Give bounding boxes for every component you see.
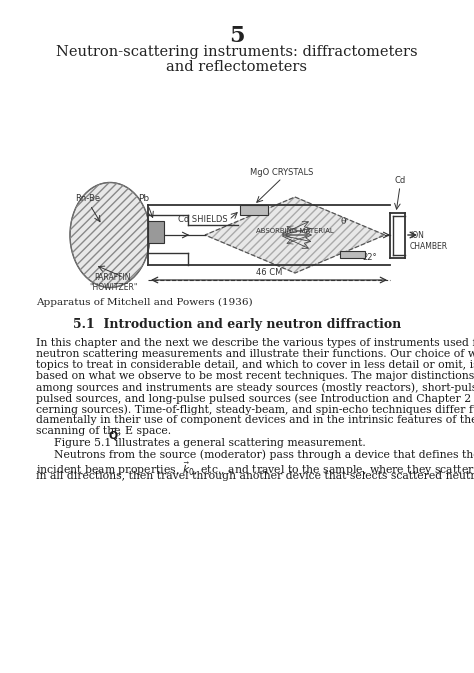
Text: ABSORBING MATERIAL: ABSORBING MATERIAL	[256, 228, 334, 234]
Text: damentally in their use of component devices and in the intrinsic features of th: damentally in their use of component dev…	[36, 415, 474, 425]
Text: based on what we observe to be most recent techniques. The major distinctions: based on what we observe to be most rece…	[36, 371, 474, 381]
Text: 22°: 22°	[363, 252, 377, 262]
Text: $\mathbf{\vec{Q}}$: $\mathbf{\vec{Q}}$	[108, 426, 118, 443]
Text: scanning of the: scanning of the	[36, 426, 124, 436]
Text: PARAFFIN
"HOWITZER": PARAFFIN "HOWITZER"	[89, 273, 137, 292]
Bar	[340, 251, 365, 258]
Ellipse shape	[70, 182, 150, 287]
Text: Rn-Be: Rn-Be	[75, 194, 100, 203]
Text: cerning sources). Time-of-flight, steady-beam, and spin-echo techniques differ f: cerning sources). Time-of-flight, steady…	[36, 404, 474, 415]
Text: Cd SHIELDS: Cd SHIELDS	[178, 215, 228, 225]
Text: among sources and instruments are steady sources (mostly reactors), short-pulse: among sources and instruments are steady…	[36, 382, 474, 392]
Text: 46 CM: 46 CM	[256, 268, 282, 277]
Polygon shape	[205, 197, 385, 273]
Text: Pb: Pb	[138, 194, 150, 203]
Text: neutron scattering measurements and illustrate their functions. Our choice of wh: neutron scattering measurements and illu…	[36, 349, 474, 359]
Bar	[240, 205, 268, 215]
Text: in all directions, then travel through another device that selects scattered neu: in all directions, then travel through a…	[36, 471, 474, 481]
Text: MgO CRYSTALS: MgO CRYSTALS	[250, 168, 314, 177]
Text: Neutrons from the source (moderator) pass through a device that defines the: Neutrons from the source (moderator) pas…	[54, 449, 474, 460]
Text: incident beam properties, $\vec{k}_0$, etc., and travel to the sample, where the: incident beam properties, $\vec{k}_0$, e…	[36, 460, 474, 478]
Text: and reflectometers: and reflectometers	[166, 60, 308, 74]
Text: In this chapter and the next we describe the various types of instruments used f: In this chapter and the next we describe…	[36, 338, 474, 348]
Text: 5.1  Introduction and early neutron diffraction: 5.1 Introduction and early neutron diffr…	[73, 318, 401, 331]
Bar	[148, 221, 164, 243]
Text: Neutron-scattering instruments: diffractometers: Neutron-scattering instruments: diffract…	[56, 45, 418, 59]
Text: Cd: Cd	[394, 176, 406, 185]
Text: , E space.: , E space.	[118, 426, 171, 436]
Text: topics to treat in considerable detail, and which to cover in less detail or omi: topics to treat in considerable detail, …	[36, 360, 474, 370]
Text: θ: θ	[340, 217, 346, 225]
Text: ION
CHAMBER: ION CHAMBER	[410, 231, 448, 251]
Text: Figure 5.1 illustrates a general scattering measurement.: Figure 5.1 illustrates a general scatter…	[54, 438, 366, 448]
Text: 5: 5	[229, 25, 245, 47]
Text: Apparatus of Mitchell and Powers (1936): Apparatus of Mitchell and Powers (1936)	[36, 298, 253, 307]
Text: pulsed sources, and long-pulse pulsed sources (see Introduction and Chapter 2 co: pulsed sources, and long-pulse pulsed so…	[36, 393, 474, 404]
